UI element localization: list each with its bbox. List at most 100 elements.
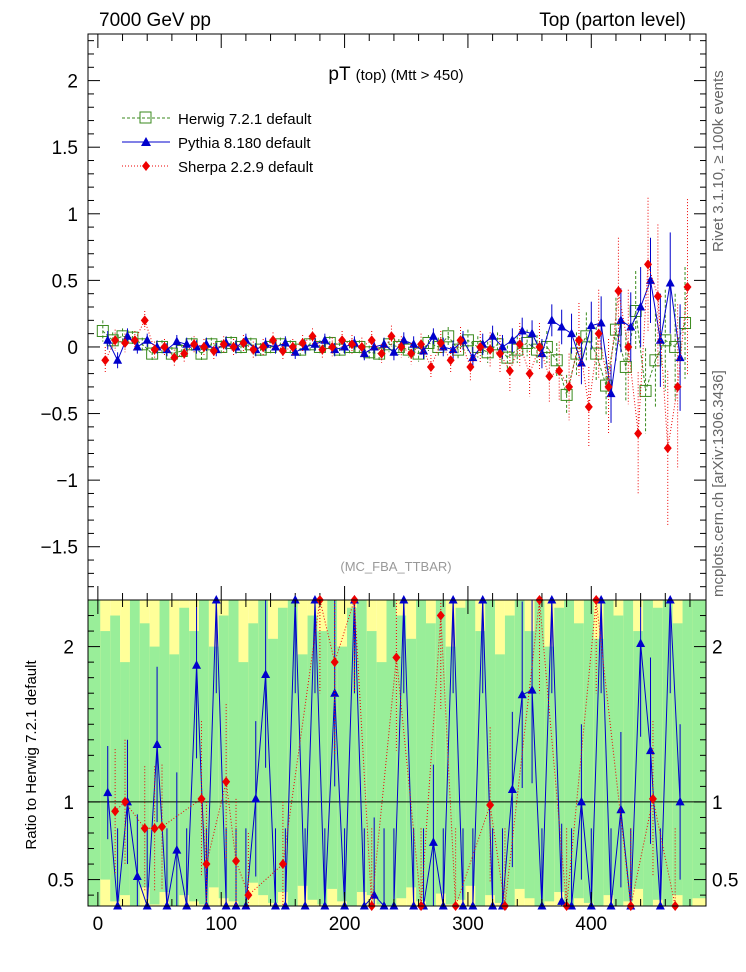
main-ytick-label: 0.5 bbox=[52, 271, 78, 292]
main-point-herwig bbox=[639, 384, 652, 397]
ratio-point-sherpa bbox=[648, 793, 657, 804]
ratio-band-green bbox=[356, 600, 367, 893]
ratio-band-green bbox=[208, 646, 219, 888]
main-point-sherpa bbox=[446, 355, 455, 366]
ratio-band-green bbox=[376, 662, 387, 905]
ratio-band-green bbox=[268, 638, 278, 903]
main-point-herwig bbox=[619, 360, 632, 373]
main-point-pythia bbox=[369, 341, 379, 351]
main-ytick-label: 2 bbox=[67, 72, 78, 93]
ratio-point-pythia bbox=[557, 896, 567, 905]
ratio-ylabel: Ratio to Herwig 7.2.1 default bbox=[23, 660, 40, 850]
ratio-panel: 0.5 0.5 1 1 2 2 0 100 200 300 400 Ratio to Herwig… bbox=[23, 595, 738, 935]
ratio-band-green bbox=[682, 600, 693, 906]
ratio-point-pythia bbox=[261, 669, 271, 679]
legend-item-pythia: Pythia 8.180 default bbox=[122, 135, 311, 152]
main-point-sherpa bbox=[338, 335, 347, 346]
main-point-pythia bbox=[576, 357, 586, 367]
ratio-band-green bbox=[495, 654, 505, 903]
ratio-point-pythia bbox=[369, 890, 379, 899]
ratio-band-green bbox=[574, 623, 584, 899]
ratio-point-sherpa bbox=[330, 657, 339, 668]
ratio-point-pythia bbox=[103, 787, 113, 797]
ratio-ytick-label-right: 2 bbox=[712, 638, 723, 659]
main-point-sherpa bbox=[199, 341, 208, 352]
main-point-pythia bbox=[665, 278, 675, 287]
main-point-sherpa bbox=[604, 381, 613, 392]
ratio-band-green bbox=[623, 600, 634, 902]
ratio-point-pythia bbox=[409, 901, 419, 910]
legend-marker-herwig bbox=[139, 111, 152, 124]
analysis-watermark: (MC_FBA_TTBAR) bbox=[340, 559, 451, 574]
main-point-sherpa bbox=[634, 428, 643, 439]
main-point-sherpa bbox=[180, 348, 189, 359]
main-point-pythia bbox=[103, 335, 113, 344]
main-ytick-label: −1 bbox=[56, 471, 78, 492]
ratio-band-green bbox=[179, 607, 190, 896]
ratio-ytick-label: 1 bbox=[63, 793, 74, 814]
ratio-frame bbox=[87, 599, 707, 907]
main-point-sherpa bbox=[357, 341, 366, 352]
main-point-sherpa bbox=[160, 341, 169, 352]
ratio-point-pythia bbox=[458, 901, 468, 910]
main-point-sherpa bbox=[278, 345, 287, 356]
ratio-y-axis: 0.5 0.5 1 1 2 2 bbox=[48, 615, 738, 896]
main-point-pythia bbox=[497, 341, 507, 351]
ratio-band-green bbox=[347, 607, 357, 906]
main-point-sherpa bbox=[525, 368, 534, 379]
main-point-pythia bbox=[616, 315, 626, 324]
ratio-band-green bbox=[692, 600, 706, 899]
main-ytick-label: −0.5 bbox=[40, 405, 78, 426]
ratio-point-sherpa bbox=[150, 823, 159, 834]
main-point-pythia bbox=[379, 339, 389, 348]
ratio-point-sherpa bbox=[278, 859, 287, 870]
main-point-pythia bbox=[537, 348, 547, 358]
main-point-sherpa bbox=[269, 335, 278, 346]
main-point-sherpa bbox=[663, 443, 672, 454]
ratio-point-sherpa bbox=[244, 890, 253, 901]
ratio-point-pythia bbox=[547, 595, 557, 604]
ratio-point-pythia bbox=[182, 901, 192, 910]
ratio-point-sherpa bbox=[232, 855, 241, 866]
ratio-band-green bbox=[258, 600, 269, 896]
ratio-xtick-label: 200 bbox=[329, 914, 361, 935]
main-point-herwig bbox=[481, 346, 494, 359]
ratio-band-green bbox=[88, 600, 101, 906]
ratio-point-pythia bbox=[270, 901, 280, 910]
main-point-sherpa bbox=[614, 286, 623, 297]
ratio-band-green bbox=[396, 615, 407, 899]
main-point-pythia bbox=[340, 341, 350, 351]
ratio-band-green bbox=[425, 623, 436, 906]
ratio-point-pythia bbox=[478, 595, 488, 604]
main-point-herwig bbox=[580, 330, 593, 343]
ratio-band-green bbox=[652, 607, 663, 900]
main-ytick-label: 1.5 bbox=[52, 138, 78, 159]
ratio-band-green bbox=[524, 631, 535, 899]
main-point-herwig bbox=[590, 347, 603, 360]
main-point-pythia bbox=[527, 328, 537, 338]
main-series bbox=[96, 197, 692, 526]
ratio-band-green bbox=[564, 600, 575, 906]
main-point-sherpa bbox=[318, 344, 327, 355]
main-point-herwig bbox=[669, 340, 682, 353]
ratio-band-green bbox=[297, 654, 308, 886]
ratio-point-pythia bbox=[655, 901, 665, 910]
main-point-sherpa bbox=[555, 365, 564, 376]
main-point-sherpa bbox=[505, 365, 514, 376]
main-point-sherpa bbox=[130, 335, 139, 346]
main-point-pythia bbox=[448, 344, 458, 354]
main-point-pythia bbox=[626, 321, 636, 331]
ratio-band-green bbox=[633, 631, 644, 889]
ratio-point-pythia bbox=[231, 901, 241, 910]
ratio-point-sherpa bbox=[436, 610, 445, 621]
main-point-sherpa bbox=[426, 361, 435, 372]
main-point-pythia bbox=[359, 348, 369, 358]
ratio-point-pythia bbox=[300, 901, 310, 910]
main-point-sherpa bbox=[170, 352, 179, 363]
main-frame bbox=[87, 33, 707, 601]
main-point-sherpa bbox=[624, 341, 633, 352]
main-point-pythia bbox=[172, 336, 182, 346]
main-point-pythia bbox=[132, 341, 142, 351]
main-point-sherpa bbox=[219, 339, 228, 350]
ratio-band-green bbox=[455, 607, 466, 900]
